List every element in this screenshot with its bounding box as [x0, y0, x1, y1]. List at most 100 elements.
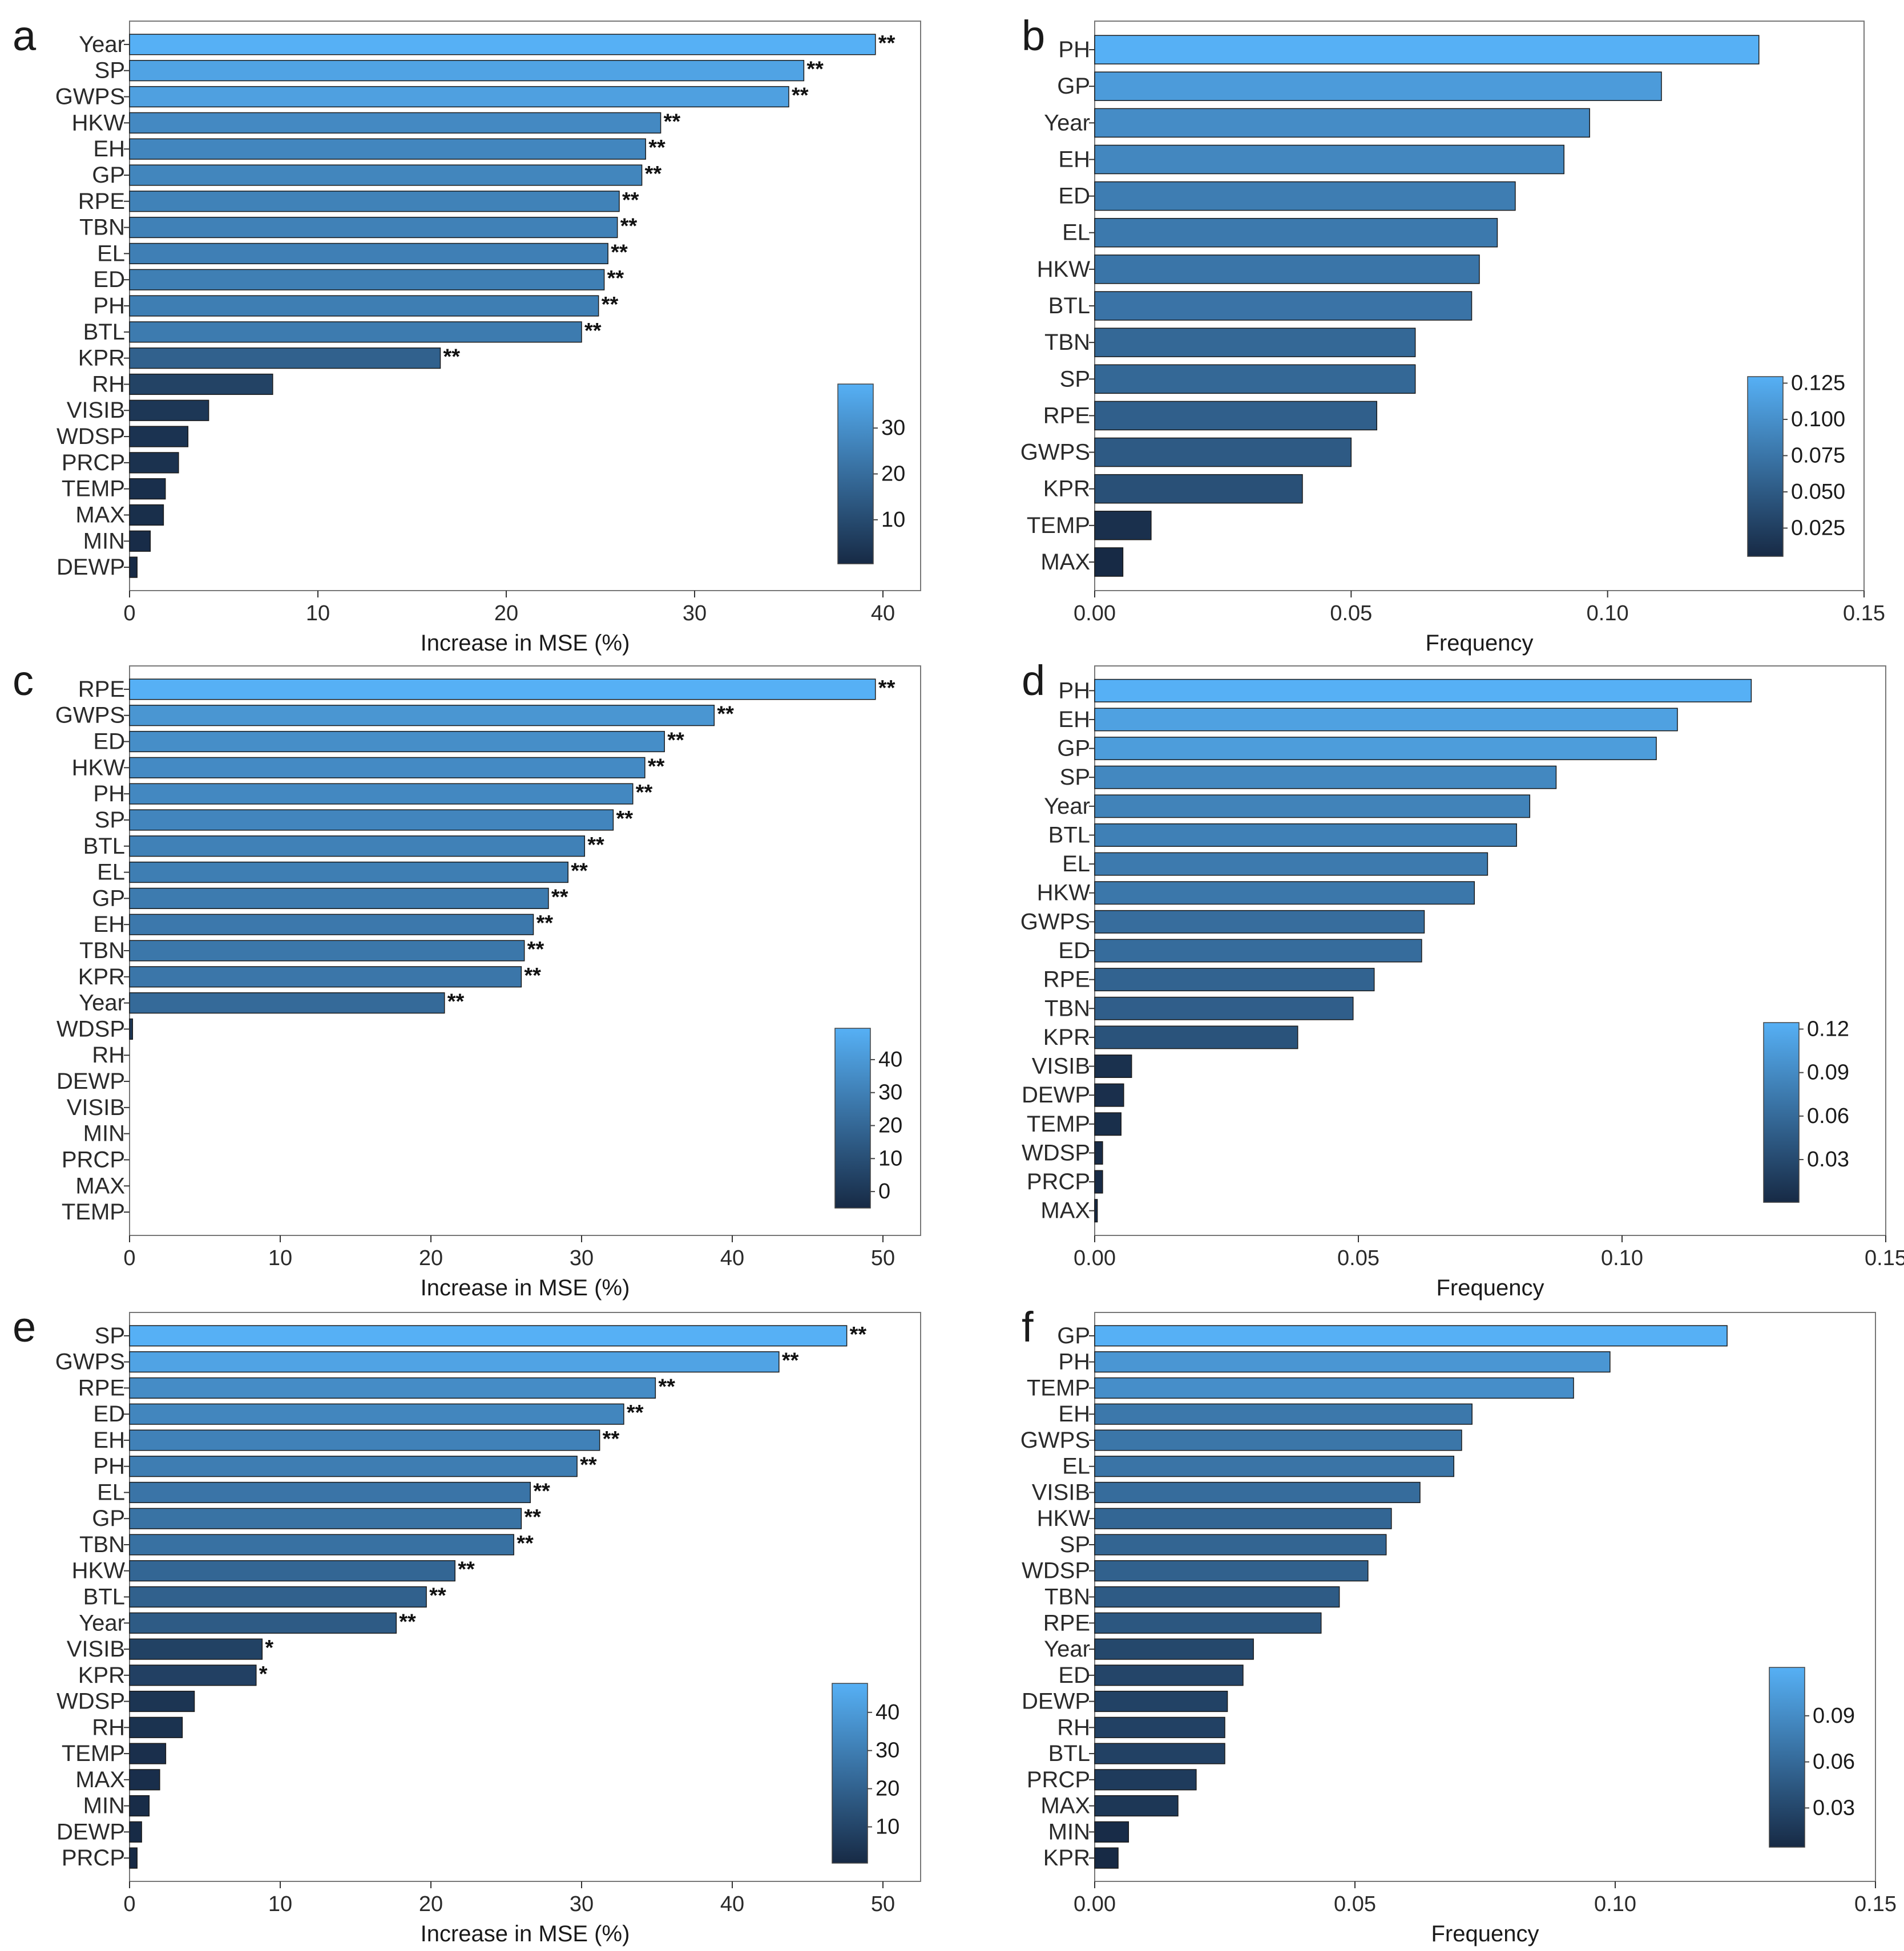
colorbar	[834, 1028, 871, 1209]
significance-label: **	[524, 964, 541, 988]
panel-label: a	[13, 12, 37, 59]
y-tick-label: PH	[93, 781, 125, 806]
x-tick-label: 0.10	[1601, 1246, 1643, 1270]
colorbar-tick-label: 0.125	[1791, 371, 1845, 395]
x-axis-label: Increase in MSE (%)	[421, 1275, 630, 1300]
y-tick-label: WDSP	[57, 424, 125, 449]
y-tick-label: ED	[93, 729, 125, 754]
bar-ed	[129, 1403, 624, 1425]
y-tick-label: EL	[1062, 220, 1090, 245]
colorbar-tick-label: 0.06	[1813, 1750, 1855, 1774]
x-tick-label: 0.15	[1843, 601, 1885, 625]
bar-gp	[1094, 737, 1657, 761]
x-tick-label: 50	[871, 1246, 895, 1270]
significance-label: **	[603, 1427, 620, 1451]
x-tick-label: 10	[306, 601, 330, 625]
bar-tbn	[129, 1534, 514, 1556]
y-tick-label: PH	[1058, 37, 1090, 62]
significance-label: **	[645, 162, 662, 186]
bar-btl	[129, 1586, 427, 1608]
y-tick-label: PRCP	[62, 450, 125, 475]
bar-wdsp	[1094, 1560, 1369, 1582]
y-tick-label: PH	[93, 1454, 125, 1479]
bar-eh	[1094, 1403, 1473, 1425]
y-tick-label: WDSP	[1022, 1140, 1090, 1165]
y-tick-label: ED	[1058, 184, 1090, 209]
significance-label: **	[524, 1505, 541, 1529]
bar-rh	[129, 373, 273, 395]
bar-wdsp	[129, 1690, 195, 1712]
bar-gp	[129, 887, 549, 909]
x-tick-label: 0.10	[1587, 601, 1629, 625]
y-tick-label: HKW	[72, 1558, 126, 1584]
significance-label: **	[616, 807, 633, 831]
significance-label: **	[636, 781, 653, 805]
bar-hkw	[1094, 255, 1480, 284]
colorbar-tick-label: 30	[876, 1739, 899, 1763]
y-tick-label: PRCP	[62, 1147, 125, 1172]
x-axis-label: Frequency	[1437, 1275, 1544, 1300]
x-tick-label: 10	[268, 1892, 292, 1916]
bar-year	[1094, 794, 1531, 818]
colorbar	[1763, 1022, 1800, 1203]
y-tick-label: BTL	[83, 320, 125, 345]
bar-kpr	[1094, 1025, 1298, 1049]
x-axis-label: Frequency	[1431, 1921, 1539, 1946]
y-tick-label: KPR	[1043, 1845, 1090, 1871]
significance-label: **	[533, 1479, 550, 1503]
significance-label: **	[602, 293, 619, 317]
y-tick-label: MIN	[83, 1794, 125, 1819]
y-tick-label: MIN	[83, 528, 125, 554]
y-tick-label: SP	[1060, 366, 1090, 391]
panel-label: f	[1022, 1303, 1034, 1351]
y-tick-label: MAX	[75, 1173, 125, 1198]
bar-sp	[129, 1325, 848, 1347]
bar-gwps	[129, 86, 789, 108]
significance-label: **	[878, 676, 895, 700]
significance-label: **	[622, 188, 639, 212]
bar-sp	[129, 809, 614, 831]
colorbar-tick-label: 0.03	[1807, 1148, 1849, 1172]
bar-rpe	[1094, 401, 1378, 431]
significance-label: *	[265, 1636, 273, 1660]
bar-ph	[1094, 1351, 1611, 1373]
bar-ph	[129, 783, 634, 805]
colorbar-tick-label: 0.100	[1791, 407, 1845, 431]
y-tick-label: MAX	[1040, 1198, 1090, 1223]
y-tick-label: TEMP	[1027, 513, 1090, 538]
bar-btl	[1094, 1743, 1225, 1764]
bar-kpr	[129, 966, 522, 988]
significance-label: **	[587, 833, 604, 857]
bar-temp	[129, 478, 166, 500]
significance-label: **	[717, 702, 734, 726]
colorbar-tick-label: 0.06	[1807, 1104, 1849, 1128]
y-tick-label: HKW	[1037, 880, 1091, 906]
y-tick-label: TEMP	[1027, 1375, 1090, 1400]
y-tick-label: EH	[1058, 1401, 1090, 1427]
x-tick-label: 0.00	[1074, 601, 1116, 625]
x-tick-label: 0	[123, 601, 135, 625]
y-tick-label: WDSP	[1022, 1558, 1090, 1584]
bar-max	[1094, 547, 1124, 577]
significance-label: **	[782, 1349, 799, 1373]
significance-label: **	[607, 266, 624, 290]
y-tick-label: Year	[1044, 110, 1090, 135]
bar-tbn	[1094, 328, 1416, 357]
y-tick-label: Year	[79, 1610, 125, 1635]
y-tick-label: EH	[1058, 707, 1090, 732]
y-tick-label: PRCP	[1027, 1169, 1090, 1194]
bar-rpe	[129, 678, 876, 700]
bar-hkw	[1094, 881, 1475, 905]
significance-label: **	[429, 1584, 446, 1608]
y-tick-label: WDSP	[57, 1016, 125, 1041]
bar-kpr	[129, 348, 441, 369]
bar-btl	[1094, 291, 1473, 321]
y-tick-label: GWPS	[1020, 909, 1090, 934]
bar-year	[1094, 1638, 1254, 1660]
bar-ed	[129, 269, 605, 290]
colorbar-tick-label: 10	[878, 1146, 902, 1170]
panel-f: f GPPHTEMPEHGWPSELVISIBHKWSPWDSPTBNRPEYea…	[1020, 1303, 1897, 1946]
bar-gp	[1094, 71, 1662, 101]
colorbar-tick-label: 0.03	[1813, 1796, 1855, 1820]
y-tick-label: TEMP	[62, 1199, 125, 1225]
